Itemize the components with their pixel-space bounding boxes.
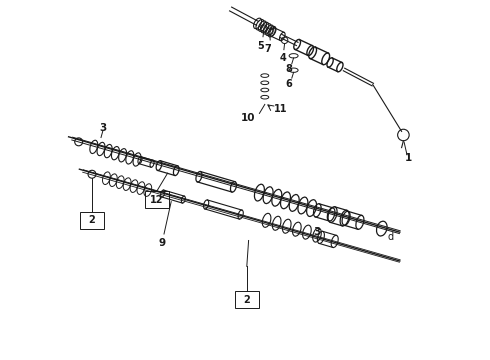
Text: 10: 10 bbox=[241, 113, 255, 123]
Text: 3: 3 bbox=[99, 123, 106, 133]
Text: d: d bbox=[388, 232, 394, 242]
Text: 6: 6 bbox=[286, 79, 293, 89]
Text: 3: 3 bbox=[314, 227, 320, 237]
Text: 1: 1 bbox=[405, 153, 413, 163]
Bar bbox=[80, 212, 104, 229]
Bar bbox=[145, 191, 169, 208]
Text: 7: 7 bbox=[265, 44, 271, 54]
Text: 9: 9 bbox=[159, 238, 166, 248]
Text: 2: 2 bbox=[244, 294, 250, 305]
Text: 8: 8 bbox=[286, 64, 293, 75]
Text: 2: 2 bbox=[89, 215, 96, 225]
Bar bbox=[235, 291, 259, 308]
Text: 11: 11 bbox=[274, 104, 287, 114]
Text: 5: 5 bbox=[257, 41, 264, 51]
Text: 4: 4 bbox=[279, 53, 286, 63]
Text: 12: 12 bbox=[150, 195, 164, 205]
